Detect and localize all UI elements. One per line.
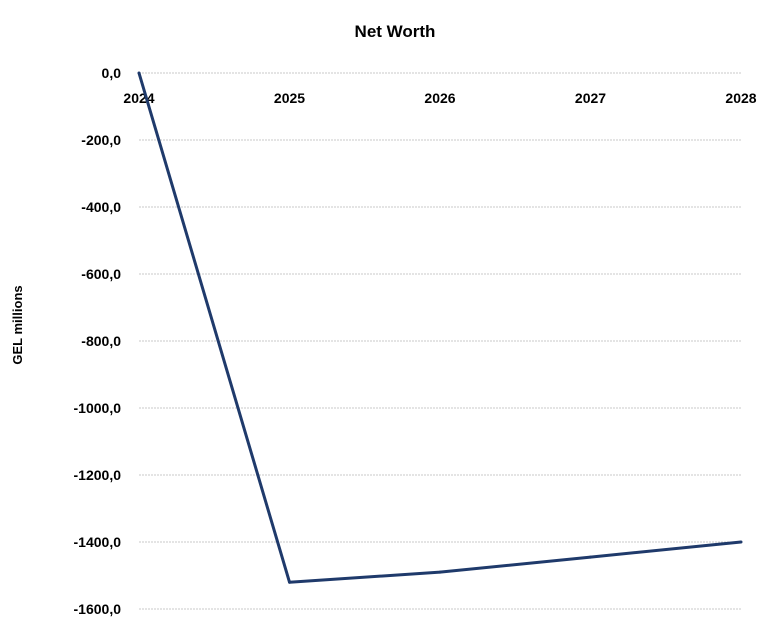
x-tick-label: 2024 [123, 90, 154, 106]
y-tick-label: -600,0 [81, 266, 121, 282]
data-point [288, 580, 291, 584]
data-point [137, 71, 141, 75]
y-tick-label: -1400,0 [74, 534, 122, 550]
y-tick-label: -200,0 [81, 132, 121, 148]
y-tick-label: 0,0 [102, 65, 122, 81]
data-point [589, 555, 592, 559]
y-tick-label: -1200,0 [74, 467, 122, 483]
series-line [137, 72, 742, 584]
series-layer [137, 71, 743, 584]
gridlines [139, 72, 741, 610]
y-tick-labels: 0,0 -200,0 -400,0 -600,0 -800,0 -1000,0 -1200,… [74, 65, 122, 617]
chart-title: Net Worth [355, 22, 436, 41]
x-tick-label: 2028 [725, 90, 756, 106]
y-axis-title: GEL millions [10, 285, 25, 364]
x-tick-label: 2026 [424, 90, 455, 106]
y-tick-label: -1000,0 [74, 400, 122, 416]
x-tick-labels: 2024 2025 2026 2027 2028 [123, 90, 756, 106]
data-point [438, 570, 442, 574]
y-tick-label: -800,0 [81, 333, 121, 349]
x-tick-label: 2027 [575, 90, 606, 106]
y-tick-label: -1600,0 [74, 601, 122, 617]
data-point [739, 540, 743, 544]
x-tick-label: 2025 [274, 90, 305, 106]
y-tick-label: -400,0 [81, 199, 121, 215]
